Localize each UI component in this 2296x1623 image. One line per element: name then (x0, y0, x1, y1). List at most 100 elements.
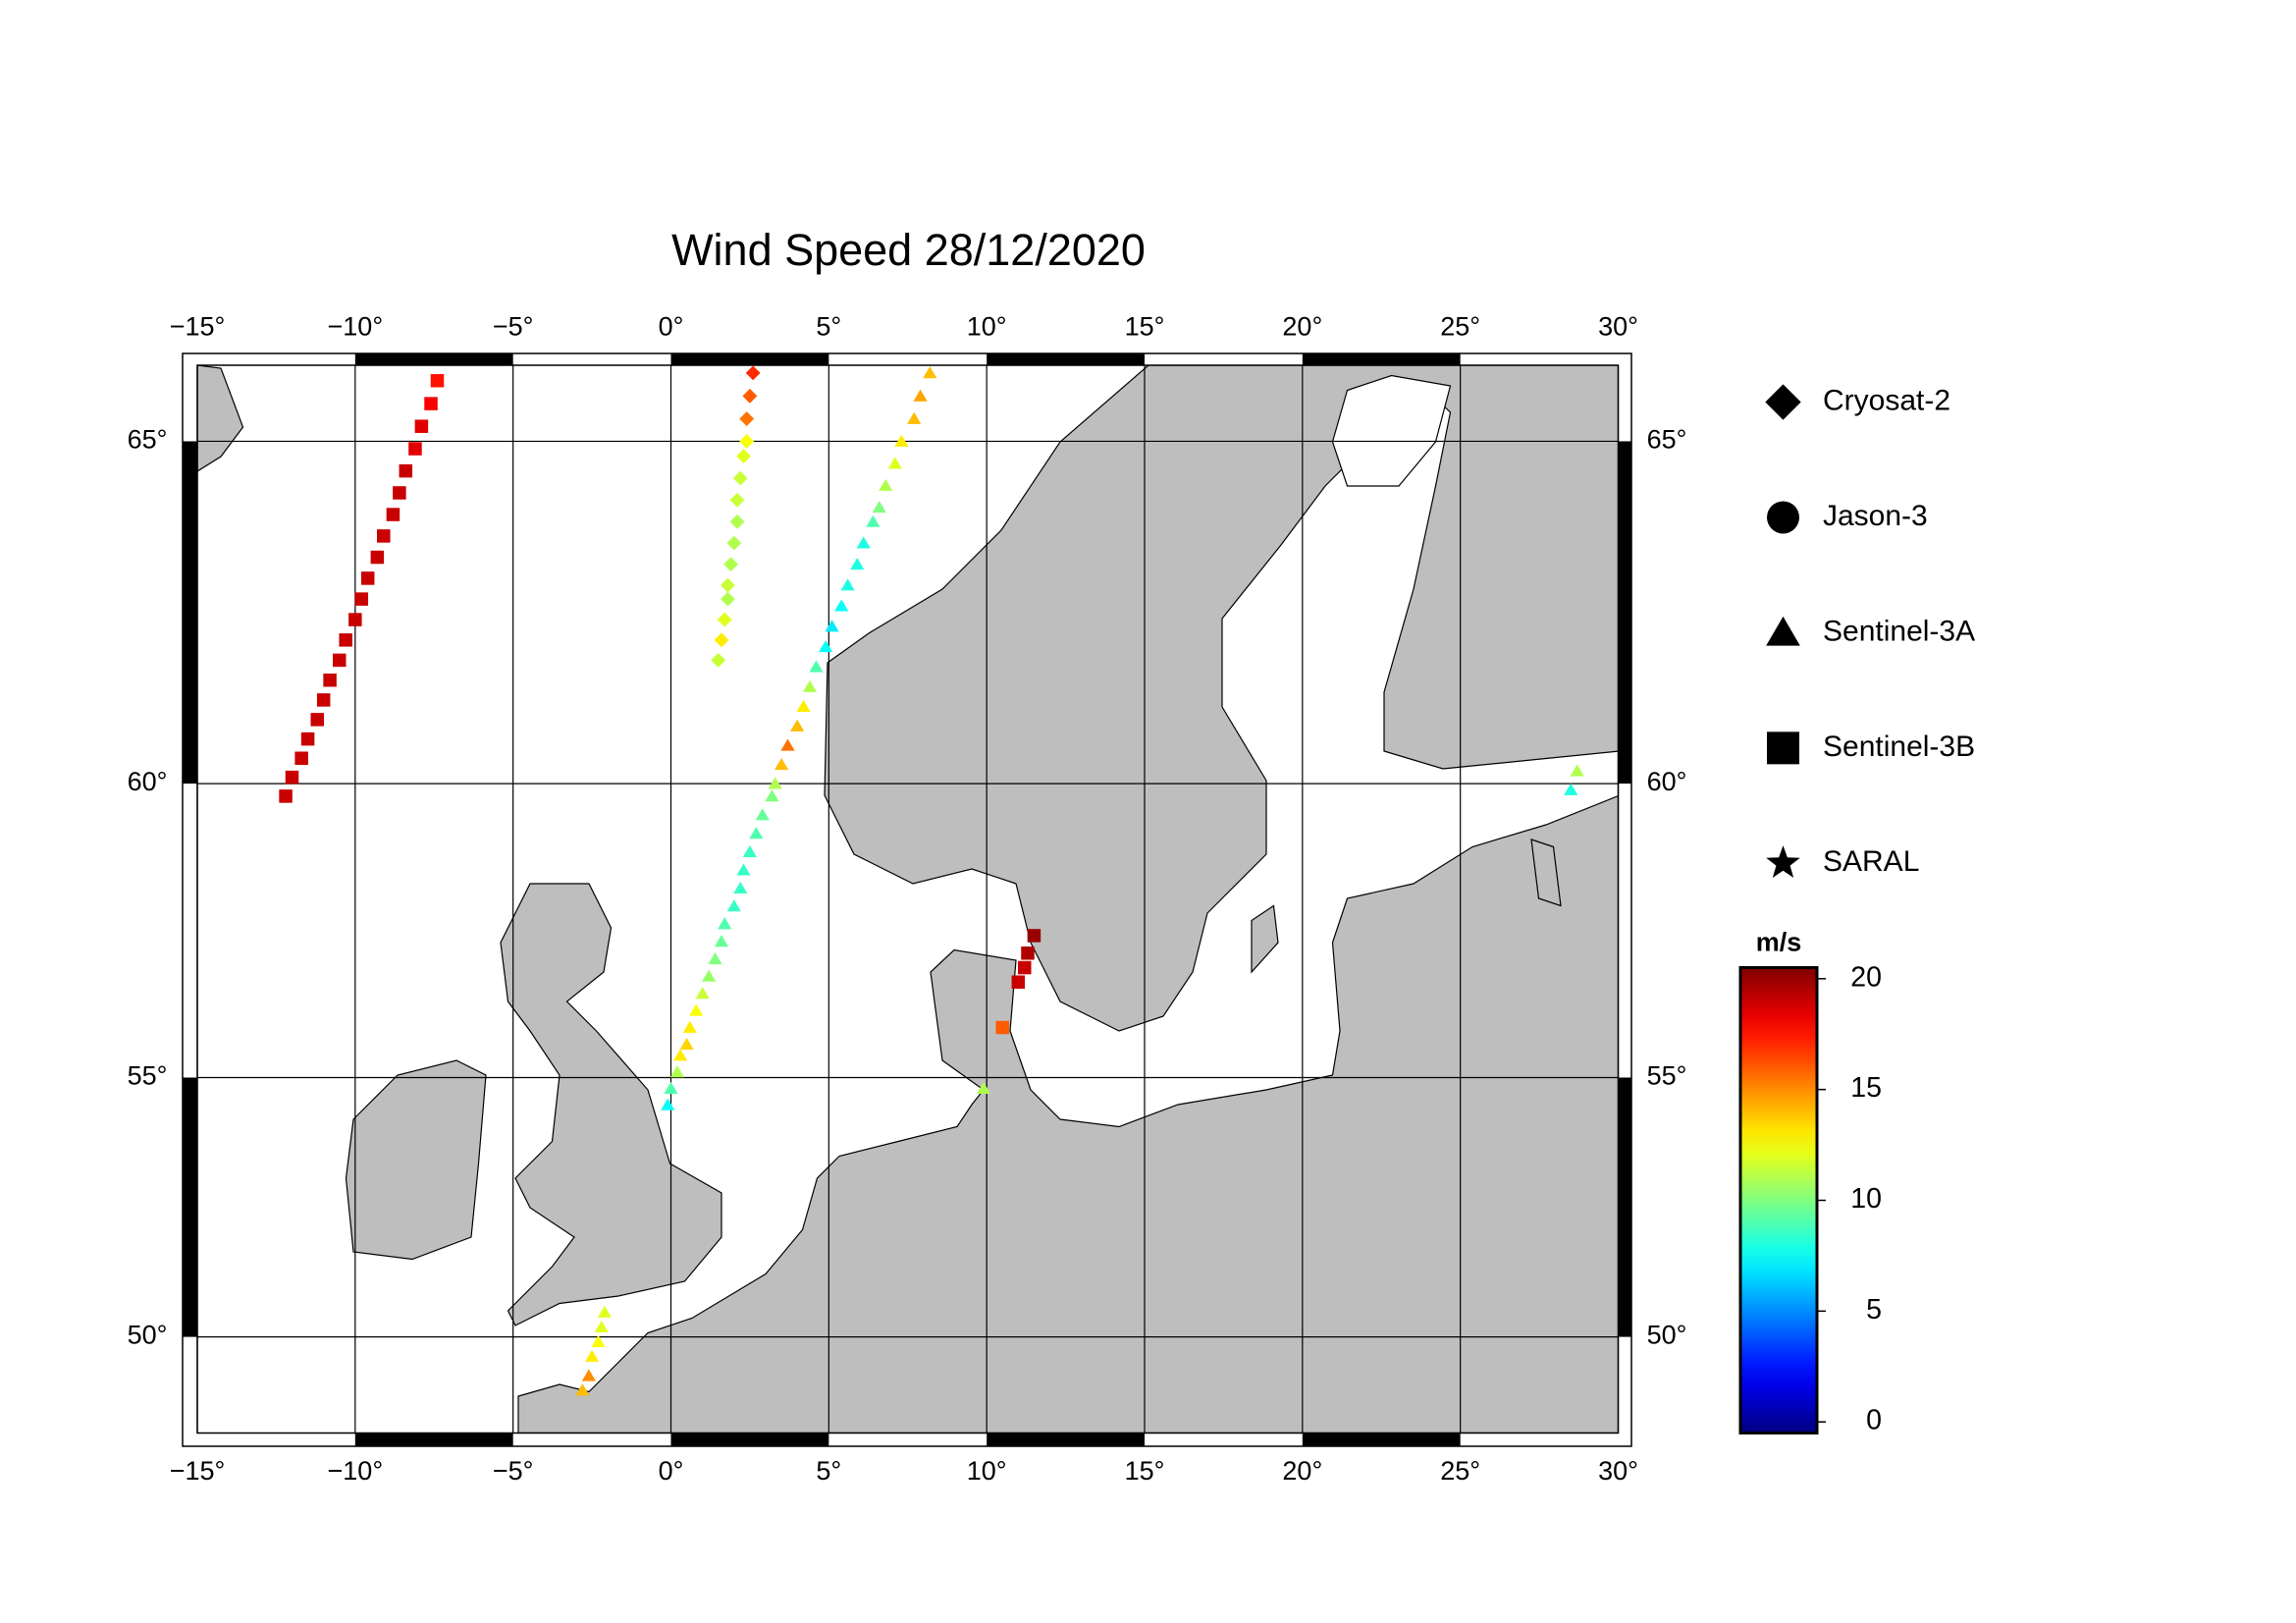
x-tick-label: 5° (816, 1456, 841, 1486)
legend-marker (1767, 501, 1800, 534)
finland-lake-gap (1331, 374, 1452, 487)
data-point (339, 633, 352, 647)
data-point (1011, 975, 1026, 989)
y-tick-label: 50° (128, 1321, 168, 1350)
x-tick-label: −15° (170, 312, 226, 342)
data-point (708, 951, 722, 965)
data-point (430, 373, 445, 388)
data-point (729, 492, 745, 508)
x-tick-label: −5° (493, 312, 534, 342)
frame-segment (987, 353, 1146, 365)
frame-segment (1618, 441, 1632, 784)
data-point (399, 463, 413, 478)
data-point (310, 713, 324, 727)
x-tick-label: 10° (967, 312, 1007, 342)
data-point (669, 1065, 685, 1078)
data-point (370, 550, 385, 565)
data-point (414, 419, 429, 433)
data-point (796, 699, 811, 712)
y-tick-label: 65° (128, 425, 168, 455)
data-point (923, 366, 937, 379)
data-point (736, 863, 751, 876)
data-point (717, 612, 732, 627)
data-point (720, 577, 735, 593)
data-point (768, 777, 782, 789)
frame-segment (987, 1433, 1146, 1446)
x-tick-label: 30° (1598, 1456, 1638, 1486)
legend: Cryosat-2 Jason-3 Sentinel-3A Sentinel-3B SA… (1765, 384, 1975, 878)
data-point (333, 653, 347, 668)
legend-marker (1766, 616, 1800, 646)
data-point (745, 365, 761, 381)
data-point (300, 731, 315, 746)
colorbar-tick-label: 0 (1866, 1405, 1882, 1436)
x-tick-label: 25° (1440, 1456, 1480, 1486)
legend-label: Cryosat-2 (1823, 384, 1950, 416)
data-point (360, 571, 375, 585)
legend-marker (1765, 384, 1801, 420)
data-point (714, 935, 729, 947)
y-tick-label: 55° (128, 1061, 168, 1091)
colorbar-scale (1738, 966, 1819, 1434)
data-point (976, 1081, 991, 1095)
data-point (294, 751, 308, 765)
data-point (323, 674, 337, 687)
data-point (825, 620, 839, 632)
data-point (279, 789, 293, 803)
x-tick-label: 30° (1598, 312, 1638, 342)
data-point (575, 1383, 590, 1396)
data-point (834, 599, 849, 612)
data-point (866, 514, 881, 527)
data-point (790, 719, 805, 731)
data-point (723, 557, 739, 572)
data-point (856, 536, 871, 549)
legend-marker (1767, 731, 1800, 765)
data-point (733, 881, 748, 893)
scandinavia (824, 365, 1619, 1032)
data-point (802, 679, 818, 692)
legend-label: SARAL (1823, 845, 1919, 878)
data-point (726, 899, 741, 912)
colorbar-tick-label: 15 (1850, 1072, 1882, 1104)
y-tick-label: 55° (1647, 1061, 1687, 1091)
ireland (345, 1059, 487, 1261)
data-point (729, 514, 745, 529)
data-point (819, 639, 833, 653)
frame-segment (670, 353, 829, 365)
gotland (1251, 904, 1279, 974)
data-point (702, 969, 717, 982)
frame-segment (670, 1433, 829, 1446)
grid: −15° −15° −10° −10° −5° −5° 0° 0° 5° 5° 10° 10° 15° 1… (128, 312, 1687, 1487)
data-point (742, 844, 758, 857)
data-point (732, 470, 748, 486)
data-point (780, 738, 795, 751)
data-point (894, 434, 909, 447)
data-point (887, 457, 902, 469)
colorbar-tick-label: 5 (1866, 1294, 1882, 1325)
data-point (765, 789, 779, 802)
data-point (386, 508, 400, 521)
x-tick-label: 5° (816, 312, 841, 342)
frame-segment (183, 441, 198, 784)
data-point (581, 1369, 596, 1381)
data-point (591, 1334, 606, 1347)
frame-segment (354, 353, 513, 365)
data-point (742, 388, 758, 404)
data-point (1021, 947, 1035, 960)
frame-segment (1302, 1433, 1461, 1446)
data-point (711, 652, 726, 668)
data-point (872, 500, 886, 514)
data-point (661, 1098, 675, 1110)
chart-title: Wind Speed 28/12/2020 (671, 225, 1146, 275)
frame-segment (1618, 1077, 1632, 1337)
legend-label: Sentinel-3B (1823, 730, 1975, 763)
x-tick-label: 15° (1125, 312, 1165, 342)
data-point (1018, 960, 1032, 975)
x-tick-label: −10° (328, 1456, 384, 1486)
data-point (714, 632, 729, 648)
great-britain (500, 883, 722, 1326)
data-point (1027, 929, 1041, 943)
legend-marker (1766, 845, 1800, 878)
colorbar-tick-label: 20 (1850, 961, 1882, 993)
